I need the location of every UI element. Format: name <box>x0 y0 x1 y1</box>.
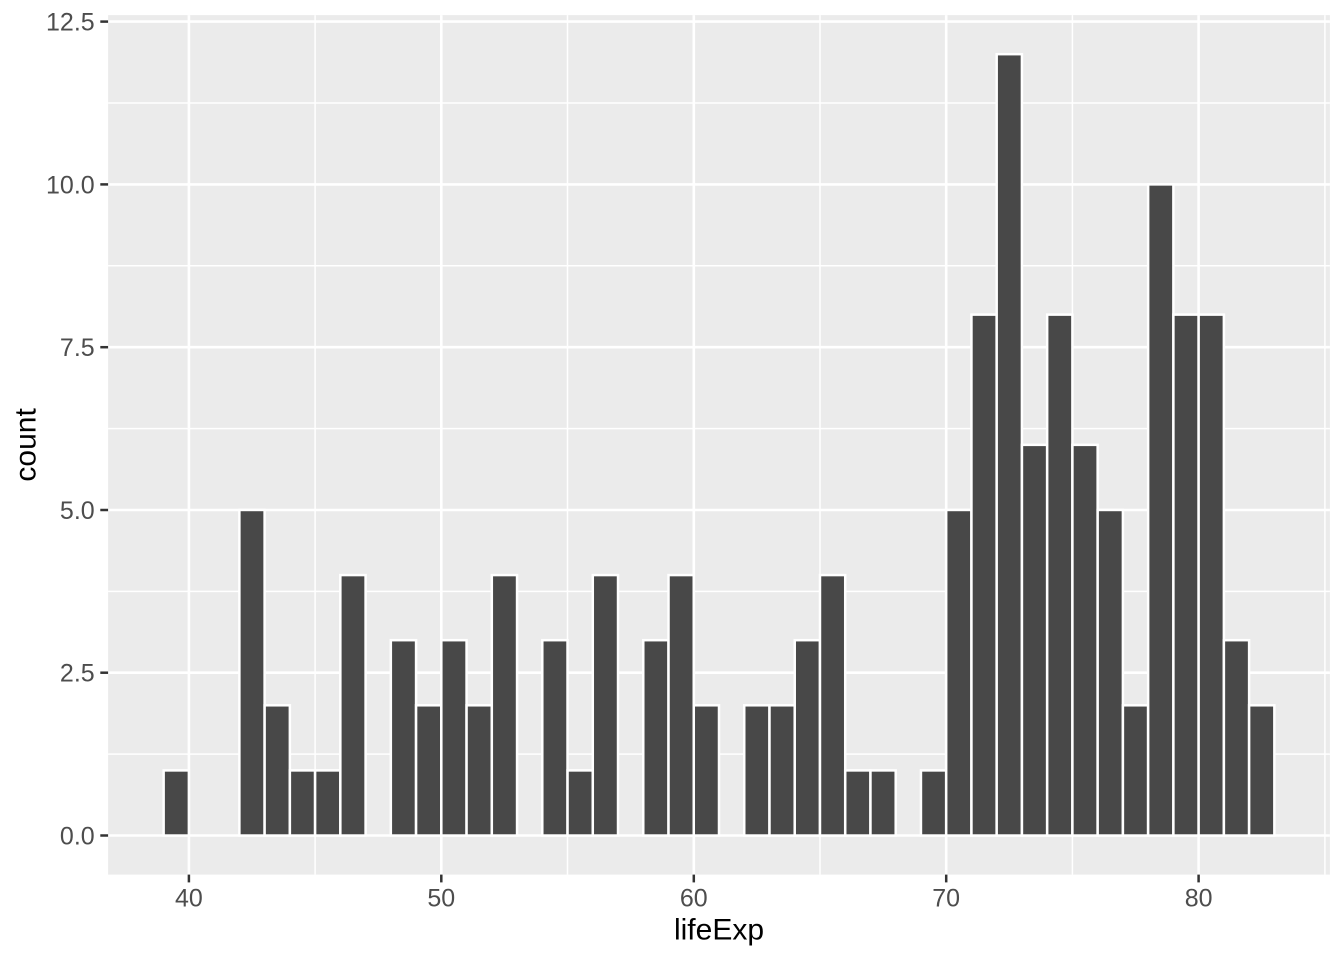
svg-text:70: 70 <box>932 884 960 912</box>
svg-text:5.0: 5.0 <box>60 497 95 525</box>
svg-text:count: count <box>10 408 43 482</box>
svg-text:0.0: 0.0 <box>60 822 95 850</box>
svg-text:lifeExp: lifeExp <box>674 914 764 947</box>
svg-text:12.5: 12.5 <box>46 9 95 37</box>
svg-text:80: 80 <box>1185 884 1213 912</box>
svg-text:2.5: 2.5 <box>60 660 95 688</box>
svg-text:10.0: 10.0 <box>46 171 95 199</box>
svg-text:7.5: 7.5 <box>60 334 95 362</box>
svg-text:40: 40 <box>175 884 203 912</box>
svg-text:60: 60 <box>680 884 708 912</box>
svg-text:50: 50 <box>427 884 455 912</box>
